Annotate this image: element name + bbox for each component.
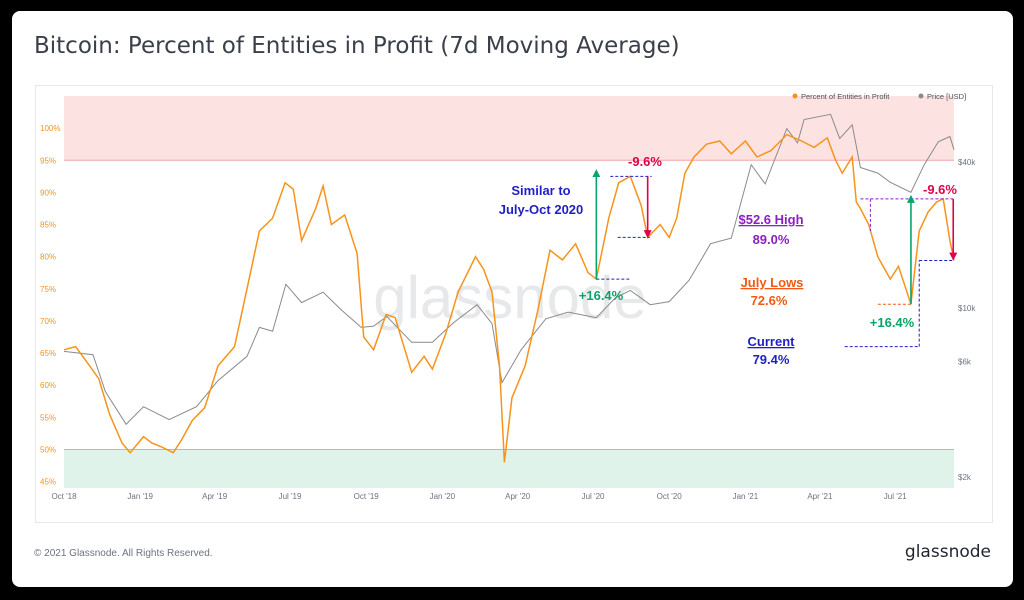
x-tick-label: Apr '20 [505,492,531,501]
x-tick-label: Apr '21 [807,492,833,501]
legend: Percent of Entities in Profit Price [USD] [792,92,966,101]
x-axis-ticks: Oct '18 Jan '19 Apr '19 Jul '19 Oct '19 Jan '… [51,492,907,501]
copyright-footer: © 2021 Glassnode. All Rights Reserved. [34,548,213,559]
x-tick-label: Jul '19 [279,492,302,501]
chart-title: Bitcoin: Percent of Entities in Profit (… [34,33,680,59]
annotation-label: Current [748,334,796,349]
plot-frame [35,85,993,523]
left-tick-label: 75% [40,285,56,294]
left-tick-label: 100% [40,124,60,133]
left-tick-label: 65% [40,349,56,358]
annotation-label: Similar to [511,183,570,198]
left-tick-label: 50% [40,445,56,454]
x-tick-label: Jan '20 [430,492,456,501]
watermark: glassnode [373,264,647,331]
left-tick-label: 95% [40,156,56,165]
left-tick-label: 45% [40,478,56,487]
annotation-label: $52.6 High [738,212,803,227]
percent-in-profit-line [63,133,955,463]
annotation-label: July-Oct 2020 [499,202,584,217]
price-line [63,113,955,426]
x-tick-label: Jul '20 [582,492,605,501]
annotation-label: 79.4% [753,352,790,367]
left-tick-label: 85% [40,221,56,230]
right-tick-label: $40k [958,158,976,167]
left-tick-label: 60% [40,381,56,390]
left-tick-label: 70% [40,317,56,326]
left-axis-ticks: 45% 50% 55% 60% 65% 70% 75% 80% 85% 90% 95% 100% [40,124,60,486]
annotation-label: +16.4% [579,288,624,303]
annotation-label: 89.0% [753,232,790,247]
legend-label: Price [USD] [927,92,966,101]
legend-label: Percent of Entities in Profit [801,92,890,101]
right-tick-label: $6k [958,357,972,366]
annotation-label: -9.6% [628,154,662,169]
legend-marker [918,93,924,99]
annotation-label: July Lows [741,275,804,290]
right-tick-label: $10k [958,304,976,313]
annotation-label: -9.6% [923,182,957,197]
background-bands [64,96,954,488]
annotations: Similar to July-Oct 2020 -9.6% +16.4% $52.6 … [499,154,958,367]
band-1 [64,449,954,488]
right-axis-ticks: $2k $6k $10k $40k [958,158,976,482]
series-lines [63,113,955,463]
x-tick-label: Apr '19 [202,492,228,501]
x-tick-label: Jan '21 [733,492,759,501]
left-tick-label: 90% [40,188,56,197]
x-tick-label: Oct '18 [51,492,77,501]
x-tick-label: Oct '19 [354,492,380,501]
right-tick-label: $2k [958,473,972,482]
band-0 [64,96,954,161]
annotation-label: +16.4% [870,315,915,330]
x-tick-label: Jul '21 [884,492,907,501]
left-tick-label: 80% [40,253,56,262]
x-tick-label: Oct '20 [657,492,683,501]
x-tick-label: Jan '19 [127,492,153,501]
glassnode-logo: glassnode [904,542,991,562]
legend-marker [792,93,798,99]
annotation-guides [592,169,958,348]
left-tick-label: 55% [40,413,56,422]
annotation-label: 72.6% [751,293,788,308]
